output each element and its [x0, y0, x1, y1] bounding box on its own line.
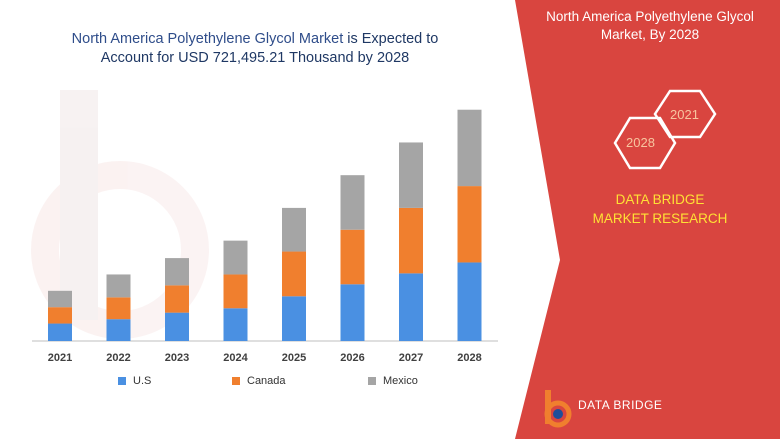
- bar-canada-2021: [48, 307, 72, 324]
- bar-us-2024: [223, 308, 248, 341]
- title-suffix: is Expected to: [343, 31, 439, 47]
- bar-mexico-2027: [399, 142, 423, 208]
- x-tick-label: 2021: [48, 352, 72, 364]
- bar-canada-2028: [457, 186, 482, 263]
- hex-year-2028: 2028: [626, 135, 655, 150]
- legend-label-mexico: Mexico: [383, 375, 418, 387]
- x-tick-label: 2022: [106, 352, 130, 364]
- bar-mexico-2026: [340, 175, 365, 230]
- x-tick-label: 2025: [282, 352, 306, 364]
- bar-us-2027: [399, 273, 423, 341]
- legend-label-us: U.S: [133, 375, 152, 387]
- brand-name: DATA BRIDGE MARKET RESEARCH: [592, 192, 728, 226]
- x-tick-label: 2024: [223, 352, 248, 364]
- title-highlight: North America Polyethylene Glycol Market: [71, 31, 344, 47]
- hexagon-2021-icon: [653, 89, 717, 139]
- chart-title: North America Polyethylene Glycol Market…: [20, 30, 490, 68]
- bar-mexico-2024: [223, 240, 248, 275]
- bar-us-2026: [340, 284, 365, 341]
- bar-canada-2025: [282, 251, 306, 297]
- legend-item-mexico: Mexico: [368, 375, 418, 387]
- bar-mexico-2023: [165, 258, 189, 286]
- bar-canada-2024: [223, 274, 248, 309]
- bar-us-2028: [457, 262, 482, 341]
- bar-us-2021: [48, 323, 72, 341]
- title-line-2: Account for USD 721,495.21 Thousand by 2…: [100, 50, 410, 66]
- bar-mexico-2022: [106, 274, 131, 298]
- legend-label-canada: Canada: [247, 375, 286, 387]
- x-tick-label: 2023: [165, 352, 189, 364]
- logo-text: DATA BRIDGE: [578, 398, 663, 412]
- bar-us-2022: [106, 319, 131, 341]
- bar-us-2025: [282, 296, 306, 341]
- hexagon-2028-icon: [613, 116, 677, 170]
- stacked-bar-chart: 2021 2022 2023 2024 2025 2026 2027 2028: [32, 109, 498, 364]
- legend-swatch-canada: [232, 377, 240, 385]
- x-tick-label: 2027: [399, 352, 423, 364]
- bar-mexico-2021: [48, 290, 72, 308]
- bar-us-2023: [165, 312, 189, 341]
- bar-mexico-2028: [457, 109, 482, 187]
- legend-item-us: U.S: [118, 375, 151, 387]
- red-side-panel: [515, 0, 780, 439]
- logo-icon: [544, 390, 572, 428]
- bar-mexico-2025: [282, 207, 306, 252]
- hex-year-2021: 2021: [670, 107, 699, 122]
- x-tick-label: 2028: [457, 352, 481, 364]
- bar-canada-2022: [106, 297, 131, 320]
- side-panel-title: North America Polyethylene Glycol Market…: [546, 9, 754, 42]
- bar-canada-2026: [340, 229, 365, 285]
- legend-item-canada: Canada: [232, 375, 286, 387]
- bar-canada-2023: [165, 285, 189, 313]
- legend-swatch-us: [118, 377, 126, 385]
- legend-swatch-mexico: [368, 377, 376, 385]
- bar-canada-2027: [399, 207, 423, 274]
- x-tick-label: 2026: [340, 352, 364, 364]
